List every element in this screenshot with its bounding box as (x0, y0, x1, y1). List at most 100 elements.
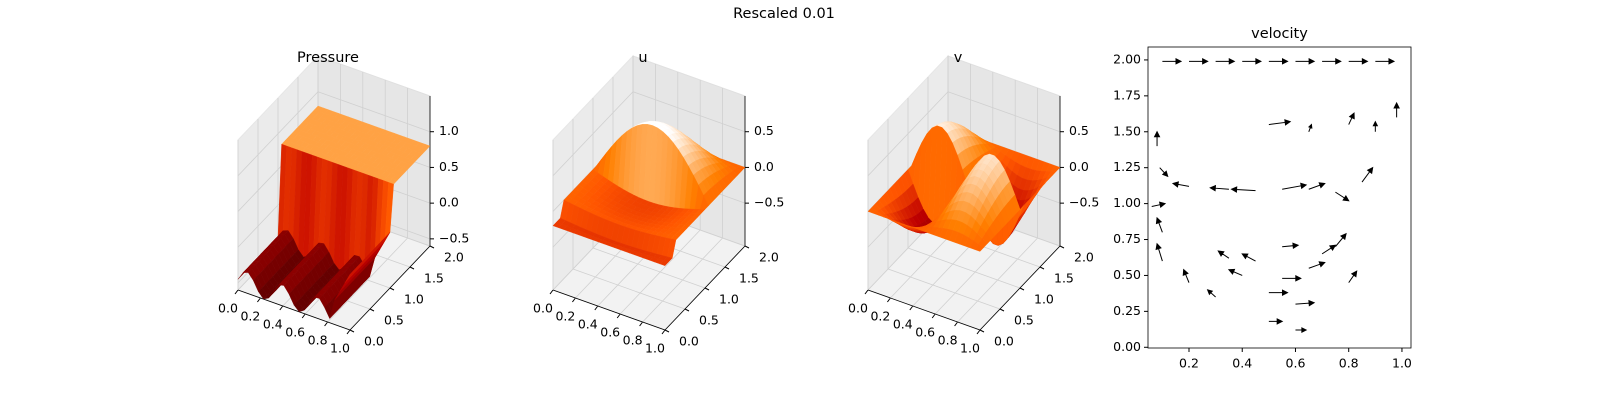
x-tick-label: 0.4 (263, 317, 283, 332)
surface-decoration (552, 121, 746, 266)
z-tick-label: −0.5 (754, 195, 784, 210)
axis-line (237, 289, 351, 331)
x-tick-label: 0.8 (1339, 356, 1359, 371)
arrow (1393, 101, 1400, 118)
arrow (1227, 268, 1243, 276)
y-tick (704, 287, 710, 291)
grid-line (237, 91, 319, 176)
x-tick-label: 0.6 (915, 325, 935, 340)
arrow (1348, 112, 1355, 125)
y-tick-label: 1.50 (1113, 123, 1141, 138)
x-tick (976, 329, 981, 335)
axis-line (664, 245, 746, 331)
grid-line (887, 268, 1001, 310)
arrow (1155, 242, 1163, 262)
axis-line (979, 245, 1061, 331)
z-tick-label: −0.5 (439, 230, 469, 245)
y-tick-label: 0.5 (1014, 313, 1034, 328)
arrow (1322, 58, 1342, 65)
grid-line (907, 247, 1021, 289)
surface-patch (974, 243, 984, 252)
y-tick-label: 2.00 (1113, 51, 1141, 66)
y-tick (744, 245, 750, 249)
arrow (1230, 186, 1256, 193)
x-tick (301, 313, 306, 319)
grid-line (867, 91, 949, 176)
x-tick-label: 1.0 (960, 341, 980, 356)
x-tick-label: 0.0 (533, 301, 553, 316)
z-tick-label: 0.5 (754, 123, 774, 138)
grid-line (632, 91, 746, 133)
y-tick-label: 1.00 (1113, 195, 1141, 210)
x-tick-label: 0.6 (600, 325, 620, 340)
y-tick (1019, 287, 1025, 291)
x-tick-label: 1.0 (1392, 356, 1412, 371)
y-tick (1059, 245, 1065, 249)
y-tick (684, 308, 690, 312)
arrow (1153, 130, 1161, 147)
arrow (1308, 123, 1313, 132)
x-tick-label: 0.2 (1179, 356, 1199, 371)
arrow (1335, 191, 1350, 202)
x-tick-label: 0.4 (578, 317, 598, 332)
arrow (1268, 119, 1292, 126)
y-tick-label: 0.50 (1113, 267, 1141, 282)
x-tick-label: 1.0 (330, 341, 350, 356)
x-tick-label: 0.4 (1232, 356, 1252, 371)
x-tick-label: 0.2 (240, 309, 260, 324)
y-tick (724, 266, 730, 270)
y-tick-label: 0.00 (1113, 339, 1141, 354)
surface-patch (344, 270, 354, 283)
arrow (1241, 253, 1256, 262)
arrow (1171, 181, 1190, 188)
y-tick-label: 1.5 (739, 271, 759, 286)
figure-title: Rescaled 0.01 (733, 6, 835, 22)
z-tick-label: 0.0 (1069, 159, 1089, 174)
z-tick-label: 1.0 (439, 123, 459, 138)
arrow (1321, 244, 1337, 255)
arrow (1155, 216, 1163, 233)
arrow (1182, 268, 1190, 283)
y-tick-label: 0.75 (1113, 231, 1141, 246)
y-tick (999, 308, 1005, 312)
y-tick-label: 2.0 (1074, 250, 1094, 265)
x-tick (909, 305, 914, 311)
z-tick-label: 0.5 (439, 159, 459, 174)
arrow (1308, 182, 1326, 190)
x-tick (594, 305, 599, 311)
arrow (1335, 232, 1347, 248)
y-tick (389, 287, 395, 291)
arrow (1268, 318, 1284, 325)
chart-title: Pressure (297, 50, 359, 66)
arrow (1375, 58, 1396, 65)
y-tick (979, 329, 985, 333)
grid-line (552, 91, 634, 176)
surface-decoration (237, 105, 431, 319)
chart-title: velocity (1251, 26, 1308, 42)
arrow (1295, 58, 1316, 65)
axis-line (552, 289, 666, 331)
y-tick-label: 0.0 (679, 334, 699, 349)
arrow (1348, 270, 1358, 283)
axis-line (349, 245, 431, 331)
x-tick (639, 321, 643, 327)
x-tick-label: 0.6 (1286, 356, 1306, 371)
x-tick-label: 0.8 (938, 333, 958, 348)
arrow (1295, 327, 1308, 333)
arrow (1242, 58, 1262, 65)
y-tick-label: 1.5 (1054, 271, 1074, 286)
chart-title: v (954, 50, 963, 66)
grid-line (592, 247, 706, 289)
y-tick (369, 308, 375, 312)
grid-line (947, 91, 1061, 133)
x-tick (954, 321, 958, 327)
arrow (1282, 242, 1300, 250)
z-tick-label: 0.5 (1069, 123, 1089, 138)
surface-patch (659, 260, 670, 266)
arrow (1215, 58, 1236, 65)
x-tick (346, 329, 351, 335)
x-tick (324, 321, 329, 327)
x-tick-label: 0.0 (218, 301, 238, 316)
arrow (1295, 299, 1316, 307)
